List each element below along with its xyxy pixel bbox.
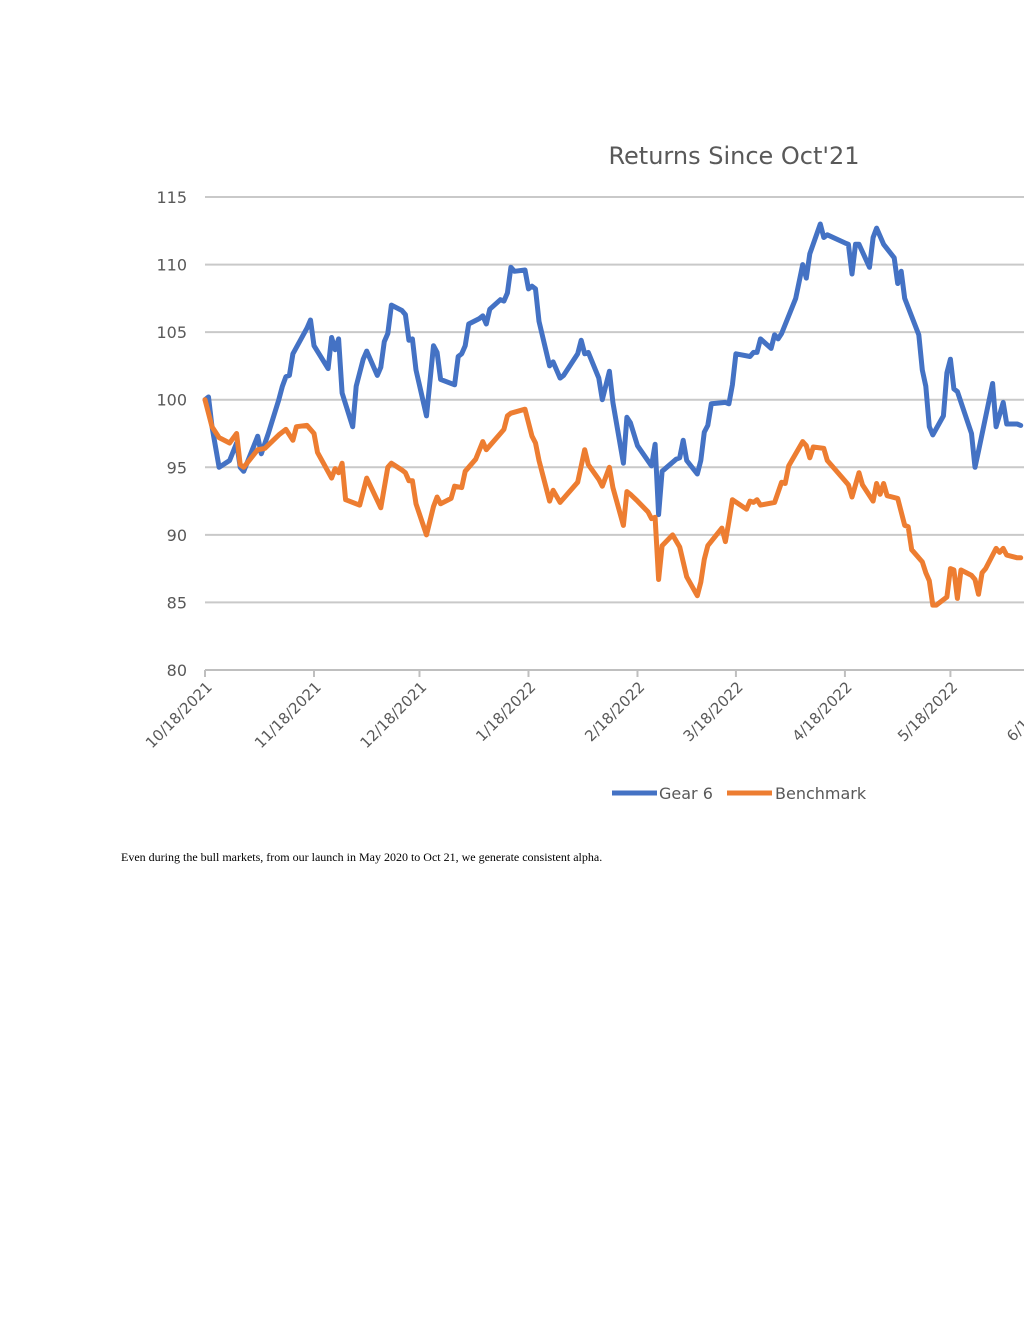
caption-text: Even during the bull markets, from our l… [121,850,603,864]
y-tick-label: 80 [167,661,187,680]
legend-label-gear6: Gear 6 [659,784,713,803]
y-axis: 80 85 90 95 100 105 110 115 [156,188,187,680]
x-tick-label: 3/18/2022 [680,678,747,745]
series-line-benchmark [202,397,1024,608]
series-line-gear-6 [202,221,1024,518]
series-lines [202,221,1024,608]
y-tick-label: 95 [167,458,187,477]
y-tick-label: 115 [156,188,187,207]
x-tick-label: 4/18/2022 [789,678,856,745]
x-tick-label: 6/18/2022 [1003,678,1024,745]
y-tick-label: 85 [167,593,187,612]
y-tick-label: 110 [156,256,187,275]
x-axis: 10/18/2021 11/18/2021 12/18/2021 1/18/2022 2… [142,669,1024,752]
x-tick-label: 2/18/2022 [581,678,648,745]
legend: Gear 6 Benchmark [612,784,867,803]
y-tick-label: 100 [156,391,187,410]
x-tick-label: 10/18/2021 [142,678,216,752]
y-tick-label: 90 [167,526,187,545]
x-tick-label: 1/18/2022 [472,678,539,745]
x-tick-label: 12/18/2021 [356,678,430,752]
chart-title: Returns Since Oct'21 [608,142,859,170]
returns-chart: Returns Since Oct'21 80 85 90 95 100 105 110 11… [142,142,1024,803]
x-tick-label: 11/18/2021 [251,678,325,752]
legend-label-benchmark: Benchmark [775,784,867,803]
y-tick-label: 105 [156,323,187,342]
x-tick-label: 5/18/2022 [894,678,961,745]
